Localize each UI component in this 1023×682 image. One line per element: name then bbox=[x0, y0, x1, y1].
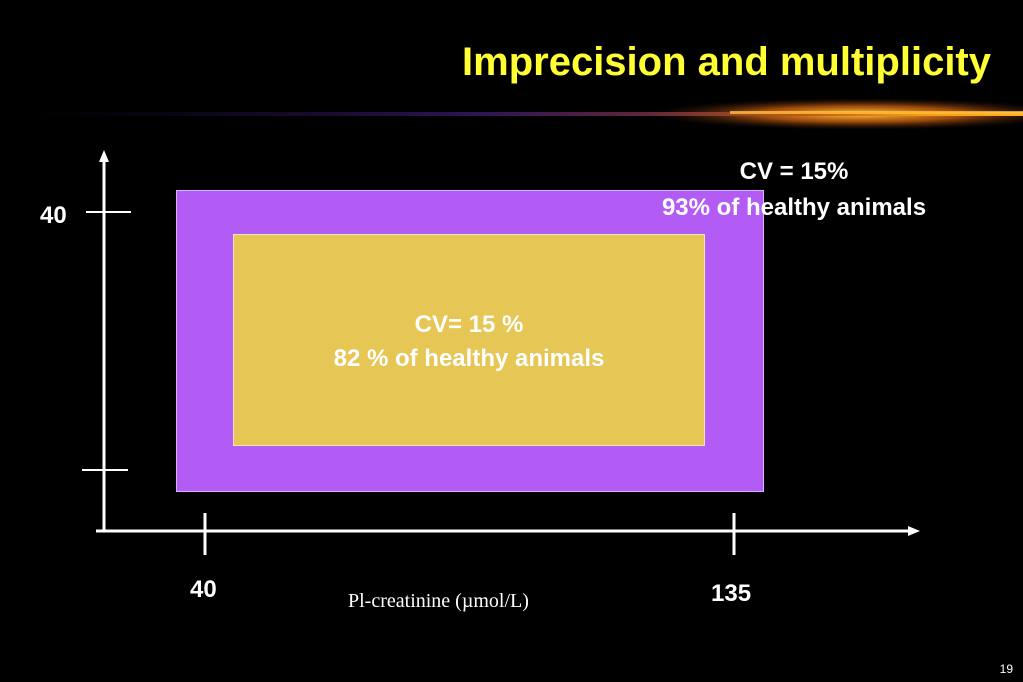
page-number: 19 bbox=[999, 662, 1013, 676]
y-tick-label: 40 bbox=[40, 202, 67, 229]
inner-region-label: CV= 15 % 82 % of healthy animals bbox=[233, 308, 705, 376]
slide-title: Imprecision and multiplicity bbox=[462, 40, 991, 84]
x-tick-label-left: 40 bbox=[190, 576, 217, 603]
outer-region-label: CV = 15% 93% of healthy animals bbox=[600, 154, 988, 226]
x-tick-label-right: 135 bbox=[711, 580, 752, 607]
title-underline-swoosh bbox=[30, 98, 1023, 130]
inner-reference-region bbox=[233, 234, 705, 446]
outer-region-cv: CV = 15% bbox=[739, 158, 849, 185]
y-axis-arrowhead bbox=[99, 150, 109, 162]
inner-region-percent: 82 % of healthy animals bbox=[333, 345, 605, 372]
outer-region-percent: 93% of healthy animals bbox=[661, 194, 927, 221]
x-axis-arrowhead bbox=[908, 526, 920, 536]
x-axis-title: Pl-creatinine (µmol/L) bbox=[348, 590, 529, 612]
inner-region-cv: CV= 15 % bbox=[414, 311, 524, 338]
